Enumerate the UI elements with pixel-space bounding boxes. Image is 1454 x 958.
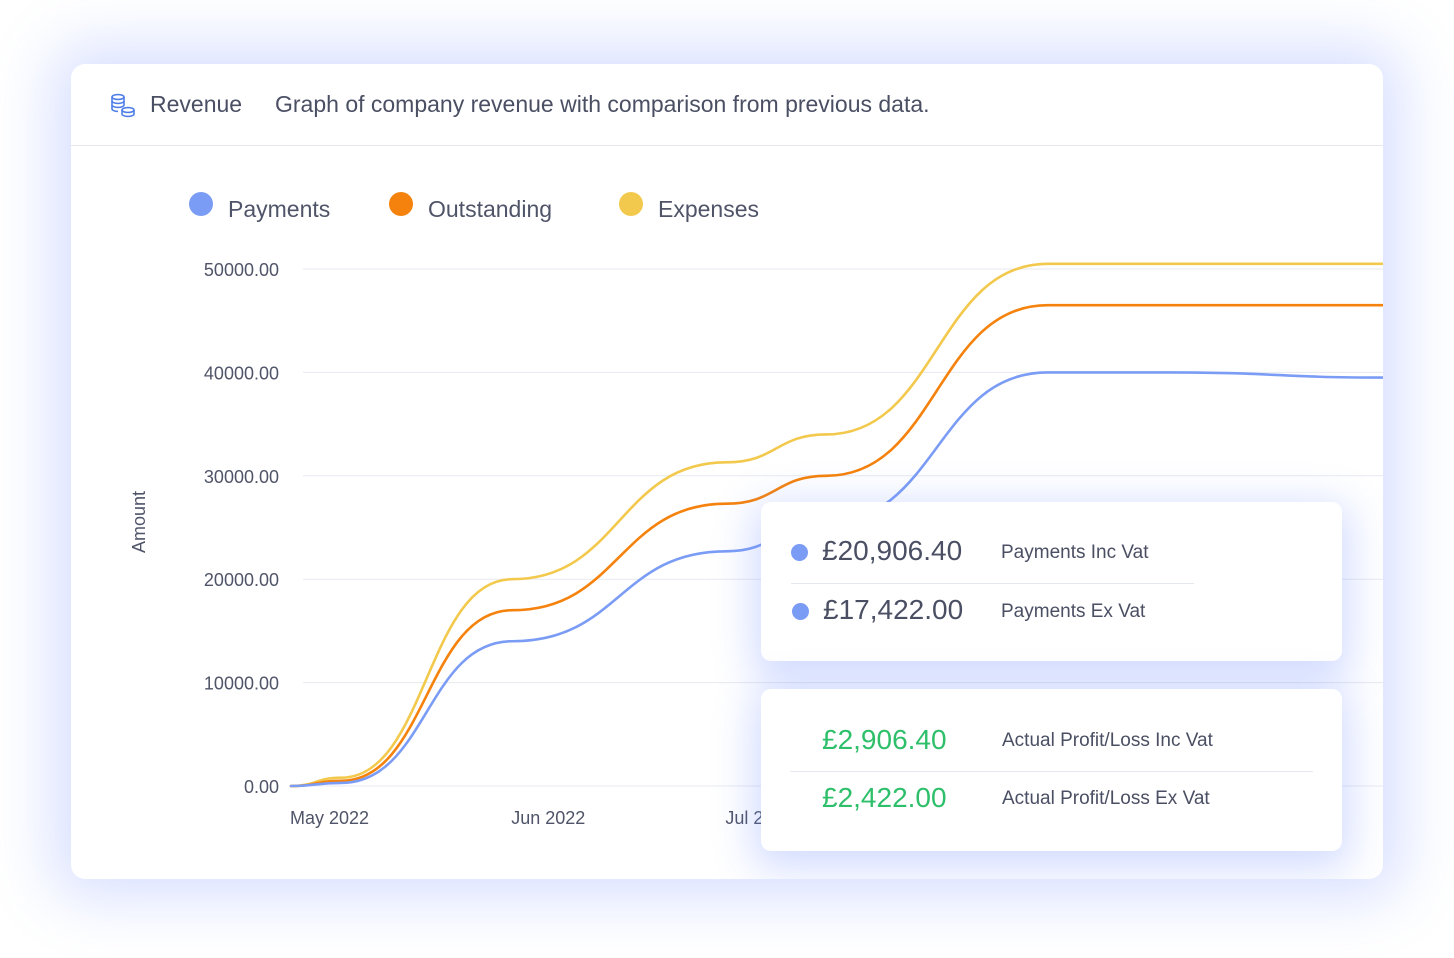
chart-legend: Payments Outstanding Expenses [189,192,759,222]
series-line-outstanding [289,303,1383,788]
legend-label-payments[interactable]: Payments [228,196,330,222]
profit-ex-vat-row: £2,422.00 Actual Profit/Loss Ex Vat [761,782,1342,832]
y-tick-label: 20000.00 [204,570,279,590]
legend-label-outstanding[interactable]: Outstanding [428,196,552,222]
y-tick-label: 10000.00 [204,674,279,694]
payments-ex-vat-row: £17,422.00 Payments Ex Vat [761,594,1342,644]
y-axis-title: Amount [129,491,149,553]
payments-summary-panel: £20,906.40 Payments Inc Vat £17,422.00 P… [761,502,1342,661]
y-tick-label: 0.00 [244,777,279,797]
profit-inc-vat-amount: £2,906.40 [822,724,947,755]
revenue-card: Revenue Graph of company revenue with co… [71,64,1383,879]
x-tick-label: May 2022 [290,808,369,828]
legend-label-expenses[interactable]: Expenses [658,196,759,222]
card-header: Revenue Graph of company revenue with co… [71,64,1383,146]
payments-ex-vat-amount: £17,422.00 [823,594,964,625]
x-tick-label: Jun 2022 [511,808,585,828]
payments-inc-vat-amount: £20,906.40 [822,535,963,566]
y-axis-ticks: 0.00 10000.00 20000.00 30000.00 40000.00 5000… [204,260,279,797]
payments-inc-vat-label: Payments Inc Vat [1001,542,1149,563]
payments-ex-vat-label: Payments Ex Vat [1001,601,1146,622]
payments-dot [791,544,808,561]
card-subtitle: Graph of company revenue with comparison… [275,91,930,117]
y-tick-label: 30000.00 [204,467,279,487]
profit-ex-vat-amount: £2,422.00 [822,782,947,813]
profit-summary-panel: £2,906.40 Actual Profit/Loss Inc Vat £2,… [761,689,1342,851]
divider [790,771,1313,772]
series-line-expenses [289,262,1383,788]
legend-dot-payments [189,192,213,216]
legend-dot-expenses [619,192,643,216]
divider [791,583,1194,584]
profit-ex-vat-label: Actual Profit/Loss Ex Vat [1002,788,1210,809]
y-tick-label: 50000.00 [204,260,279,280]
profit-inc-vat-label: Actual Profit/Loss Inc Vat [1002,730,1213,751]
payments-dot [792,603,809,620]
profit-inc-vat-row: £2,906.40 Actual Profit/Loss Inc Vat [761,724,1342,774]
legend-dot-outstanding [389,192,413,216]
y-tick-label: 40000.00 [204,363,279,383]
coins-icon [111,93,135,118]
payments-inc-vat-row: £20,906.40 Payments Inc Vat [761,535,1342,585]
card-title: Revenue [150,91,243,117]
